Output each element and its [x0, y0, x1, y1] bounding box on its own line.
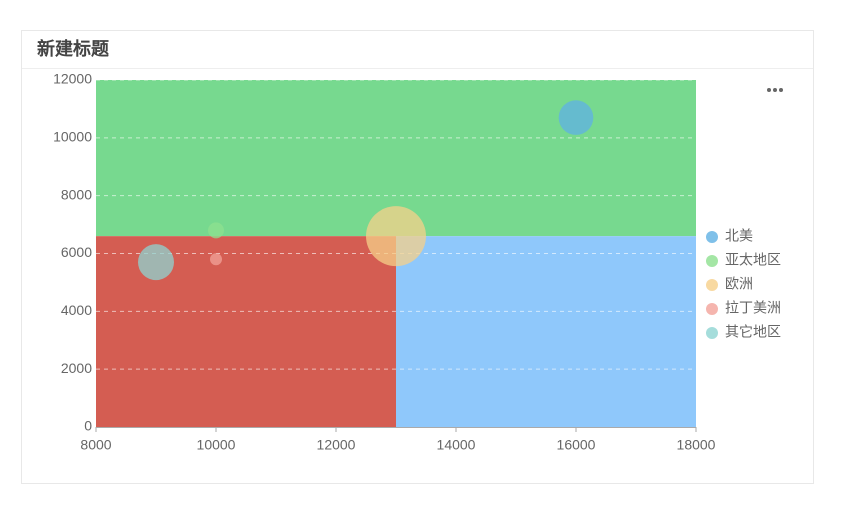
menu-dot[interactable] [767, 88, 771, 92]
x-tick-label: 10000 [197, 437, 236, 453]
menu-button[interactable] [767, 88, 783, 92]
legend-label: 亚太地区 [725, 252, 781, 268]
legend-swatch [706, 303, 718, 315]
x-tick-label: 18000 [677, 437, 716, 453]
y-tick-label: 12000 [53, 71, 92, 87]
x-tick-label: 14000 [437, 437, 476, 453]
y-tick-label: 10000 [53, 129, 92, 145]
legend-swatch [706, 279, 718, 291]
y-tick-label: 4000 [61, 302, 92, 318]
y-tick-label: 8000 [61, 186, 92, 202]
y-tick-label: 0 [84, 418, 92, 434]
legend-label: 欧洲 [725, 276, 753, 292]
menu-dot[interactable] [773, 88, 777, 92]
bubble [558, 100, 594, 135]
chart-title: 新建标题 [37, 38, 110, 59]
x-tick-label: 8000 [80, 437, 111, 453]
bubble [138, 244, 174, 281]
legend-swatch [706, 327, 718, 339]
bubble [210, 253, 222, 266]
legend-swatch [706, 255, 718, 267]
legend-swatch [706, 231, 718, 243]
bubble [366, 206, 426, 267]
quadrant-bottom-right [396, 236, 696, 427]
legend-label: 其它地区 [725, 324, 781, 340]
y-tick-label: 2000 [61, 360, 92, 376]
menu-dot[interactable] [779, 88, 783, 92]
bubble [208, 222, 224, 239]
legend-label: 北美 [725, 228, 753, 244]
legend-label: 拉丁美洲 [725, 300, 781, 316]
x-tick-label: 16000 [557, 437, 596, 453]
y-tick-label: 6000 [61, 244, 92, 260]
x-tick-label: 12000 [317, 437, 356, 453]
